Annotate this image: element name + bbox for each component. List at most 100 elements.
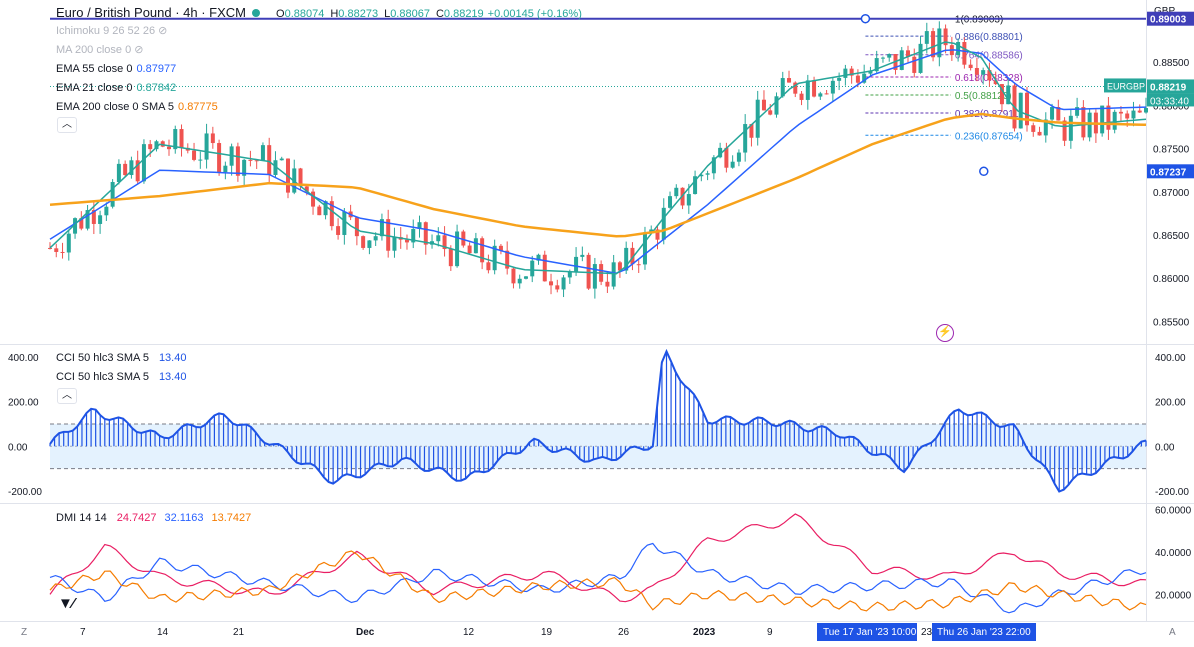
time-highlight-right-label: Thu 26 Jan '23 22:00: [937, 627, 1031, 638]
candle-body: [379, 219, 384, 237]
eye-off-icon[interactable]: ⊘: [134, 44, 144, 56]
candle-body: [498, 245, 503, 251]
cci-tick-label-left: -200.00: [8, 487, 42, 498]
candle-body: [555, 285, 560, 290]
legend-ichimoku[interactable]: Ichimoku 9 26 52 26 ⊘: [56, 25, 168, 37]
cci-tick-label-left: 0.00: [8, 442, 28, 453]
time-tick-label: 19: [541, 627, 553, 638]
drawing-anchor-point: [979, 166, 989, 177]
candle-body: [880, 57, 885, 59]
price-axis-tag-label: 0.89003: [1150, 15, 1187, 26]
candle-body: [567, 271, 572, 278]
candle-body: [160, 141, 165, 147]
time-tick-label: 2023: [693, 627, 716, 638]
price-axis-tag: [1147, 164, 1194, 179]
ema21-line: [49, 41, 1147, 275]
candle-body: [968, 64, 973, 69]
candle-body: [523, 276, 528, 279]
candle-body: [1006, 85, 1011, 105]
price-axis-tag-label: 0.88219: [1150, 82, 1187, 93]
candle-body: [686, 194, 691, 206]
price-tick-label: 0.86500: [1153, 231, 1190, 242]
candle-body: [223, 165, 228, 173]
candle-body: [511, 268, 516, 284]
symbol-tag-label: EURGBP: [1107, 81, 1145, 91]
candle-body: [48, 247, 52, 249]
candle-body: [98, 215, 103, 224]
candle-body: [217, 143, 222, 173]
indicator-legend: Ichimoku 9 26 52 26 ⊘ MA 200 close 0 ⊘ E…: [56, 22, 218, 117]
adx-line: [49, 550, 1147, 612]
time-tick-label: 12: [463, 627, 475, 638]
candle-body: [473, 238, 478, 254]
chevron-up-icon[interactable]: ︿: [57, 117, 77, 133]
candle-body: [1125, 113, 1130, 119]
candle-body: [624, 247, 629, 271]
candle-body: [1112, 111, 1117, 130]
candle-body: [486, 262, 491, 271]
candle-body: [724, 147, 729, 168]
legend-ema55[interactable]: EMA 55 close 0 0.87977: [56, 63, 177, 75]
candle-body: [110, 182, 115, 207]
candle-body: [981, 70, 986, 75]
candle-body: [1018, 92, 1023, 129]
candle-body: [1087, 112, 1092, 138]
legend-ema200[interactable]: EMA 200 close 0 SMA 5 0.87775: [56, 101, 218, 113]
lightning-icon[interactable]: ⚡: [936, 324, 954, 342]
candle-body: [73, 218, 78, 234]
candle-body: [455, 231, 460, 267]
cci-tick-label: 200.00: [1155, 398, 1186, 409]
candle-body: [317, 206, 322, 216]
cci-legend: CCI 50 hlc3 SMA 5 13.40 CCI 50 hlc3 SMA 5…: [56, 349, 186, 387]
candle-body: [987, 70, 992, 81]
candle-body: [761, 99, 766, 111]
candle-body: [818, 93, 823, 97]
candle-body: [912, 56, 917, 73]
legend-ma200[interactable]: MA 200 close 0 ⊘: [56, 44, 144, 56]
line-anchor-point: [860, 13, 871, 24]
chevron-up-icon[interactable]: ︿: [57, 388, 77, 404]
candle-body: [361, 236, 366, 248]
candle-body: [54, 248, 59, 252]
candle-body: [1043, 119, 1048, 136]
fib-level-label: 0.764(0.88586): [955, 51, 1023, 62]
candle-body: [417, 222, 422, 230]
candle-body: [924, 31, 929, 44]
candle-body: [329, 201, 334, 227]
symbol-title[interactable]: Euro / British Pound · 4h · FXCM: [56, 5, 247, 20]
time-highlight-right: [932, 623, 1036, 641]
time-tick-label: 23: [921, 627, 933, 638]
candle-body: [467, 245, 472, 254]
candle-body: [887, 54, 892, 58]
candle-body: [749, 124, 754, 138]
candle-body: [279, 158, 284, 161]
candle-body: [260, 145, 265, 161]
candle-body: [1131, 110, 1136, 119]
time-highlight-left: [817, 623, 917, 641]
legend-ema21[interactable]: EMA 21 close 0 0.87842: [56, 82, 177, 94]
price-tick-label: 0.87500: [1153, 145, 1190, 156]
dmi-legend[interactable]: DMI 14 14 24.7427 32.1163 13.7427: [56, 512, 252, 524]
candle-body: [774, 96, 779, 115]
fib-level-label: 0.236(0.87654): [955, 131, 1023, 142]
candle-body: [874, 58, 879, 72]
candle-body: [561, 277, 566, 290]
candle-body: [962, 41, 967, 65]
candle-body: [267, 145, 272, 175]
legend-cci-2[interactable]: CCI 50 hlc3 SMA 5 13.40: [56, 371, 187, 383]
candle-body: [1100, 105, 1105, 134]
candle-body: [812, 80, 817, 97]
candle-body: [273, 160, 278, 175]
price-tick-label: 0.87000: [1153, 188, 1190, 199]
candle-body: [580, 254, 585, 257]
eye-off-icon[interactable]: ⊘: [158, 25, 168, 37]
legend-cci-1[interactable]: CCI 50 hlc3 SMA 5 13.40: [56, 352, 187, 364]
cci-histogram: [49, 351, 1147, 492]
candle-body: [530, 260, 535, 277]
candle-body: [198, 159, 203, 161]
market-status-dot: [252, 9, 261, 17]
cci-tick-label: 0.00: [1155, 442, 1175, 453]
tradingview-logo[interactable]: ▼⁄: [58, 595, 74, 612]
